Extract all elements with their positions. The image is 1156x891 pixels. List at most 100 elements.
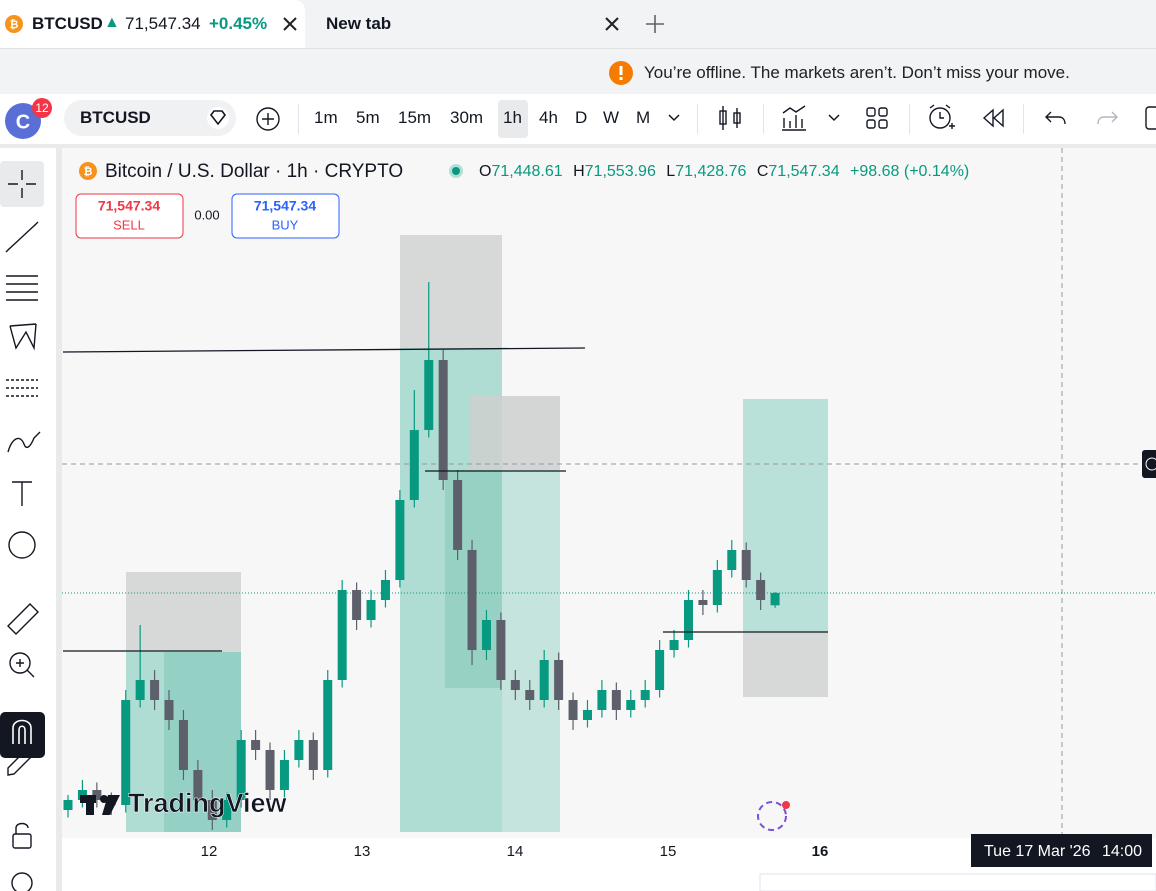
interval-dropdown[interactable]	[667, 112, 681, 124]
candle-body	[279, 760, 289, 790]
x-tick-label: 12	[201, 843, 218, 860]
interval[interactable]: D	[575, 108, 588, 127]
candle-body	[150, 680, 160, 700]
trend-tool[interactable]	[5, 221, 39, 253]
interval[interactable]: 1m	[314, 108, 338, 127]
new-tab[interactable]	[645, 14, 665, 34]
candle-body	[193, 770, 203, 800]
crosshair-time: 14:00	[1102, 843, 1142, 860]
avatar[interactable]: C 12	[2, 98, 58, 142]
layouts[interactable]	[864, 105, 890, 131]
top-toolbar: C 12 BTCUSD 1m 5m 15m 30m 1h 4h D W M	[0, 94, 1156, 148]
separator	[763, 104, 764, 134]
indicators-dropdown[interactable]	[827, 112, 841, 124]
candle-body	[380, 580, 390, 600]
candle-body	[597, 690, 607, 710]
price-scale-button[interactable]	[1142, 450, 1156, 478]
text-tool[interactable]	[12, 481, 32, 506]
diamond-icon[interactable]	[205, 106, 231, 130]
candle-body	[352, 590, 362, 620]
tab-title[interactable]: New tab	[326, 14, 392, 33]
more[interactable]	[1140, 106, 1156, 132]
stop-zone	[126, 572, 241, 652]
interval[interactable]: M	[636, 108, 651, 127]
tab[interactable]: ₿ BTCUSD ▲ 71,547.34 +0.45%	[0, 0, 305, 48]
assistant-icon[interactable]	[757, 801, 787, 831]
sell-button[interactable]	[75, 193, 184, 239]
crosshair-time-bg	[971, 834, 1152, 867]
candle-body	[308, 740, 318, 770]
fib-tool[interactable]	[6, 275, 38, 301]
candle-body	[251, 740, 261, 750]
coin-glyph: ₿	[84, 166, 93, 178]
warning-icon	[609, 61, 633, 85]
tab-close[interactable]	[603, 15, 621, 33]
interval[interactable]: 1h	[503, 108, 522, 127]
chart-type[interactable]	[716, 103, 744, 133]
undo[interactable]	[1043, 106, 1069, 130]
symbol-title: Bitcoin / U.S. Dollar · 1h · CRYPTO	[105, 161, 403, 182]
ohlc-key: L	[666, 163, 675, 180]
buy-button[interactable]	[231, 193, 340, 239]
redo[interactable]	[1094, 106, 1120, 130]
replay[interactable]	[980, 106, 1006, 130]
zoom-tool[interactable]	[9, 652, 31, 674]
candle-body	[424, 360, 434, 430]
lock-tool[interactable]	[12, 833, 32, 849]
tool-active-bg	[0, 161, 44, 207]
assistant-dot	[782, 801, 790, 809]
candle-body	[510, 680, 520, 690]
interval[interactable]: 30m	[450, 108, 484, 127]
magnet-active[interactable]	[0, 712, 45, 758]
visibility-tool[interactable]	[11, 872, 33, 891]
stop-zone	[400, 235, 502, 348]
candle-body	[323, 680, 333, 770]
alert[interactable]	[925, 102, 957, 134]
interval[interactable]: W	[603, 108, 620, 127]
candle-body	[770, 592, 780, 606]
cursor-tool[interactable]	[8, 170, 36, 198]
candle-body	[164, 700, 174, 720]
coin-icon	[79, 162, 97, 180]
candle-body	[409, 430, 419, 500]
x-tick-label: 15	[660, 843, 677, 860]
candle-body	[481, 620, 491, 650]
indicators[interactable]	[779, 103, 809, 133]
tab-close[interactable]	[281, 15, 299, 33]
candle-body	[178, 720, 188, 770]
price-scale-icon	[1145, 457, 1156, 471]
candle-body	[135, 680, 145, 700]
candle-body	[640, 690, 650, 700]
candle-body	[121, 700, 131, 805]
separator	[298, 104, 299, 134]
offline-banner: You’re offline. The markets aren’t. Don’…	[0, 48, 1156, 95]
interval[interactable]: 4h	[539, 108, 558, 127]
separator	[909, 104, 910, 134]
tab-price: 71,547.34	[125, 14, 201, 33]
brush-tool[interactable]	[7, 431, 41, 453]
compare-button[interactable]	[254, 105, 282, 133]
crosshair-date: Tue 17 Mar '26	[984, 843, 1091, 860]
stop-zone	[743, 632, 828, 697]
ohlc-key: H	[573, 163, 585, 180]
trend-lines	[62, 347, 828, 652]
x-tick-label: 16	[812, 843, 829, 860]
emoji-tool[interactable]	[8, 531, 36, 559]
buy-price: 71,547.34	[254, 198, 316, 214]
ruler-tool[interactable]	[7, 603, 39, 635]
symbol: BTCUSD	[80, 108, 151, 127]
candle-body	[727, 550, 737, 570]
candle-body	[438, 360, 448, 480]
pattern-tool[interactable]	[9, 323, 37, 351]
tab-change: +0.45%	[209, 14, 268, 33]
interval[interactable]: 15m	[398, 108, 432, 127]
candle-body	[222, 800, 232, 820]
interval[interactable]: 5m	[356, 108, 380, 127]
ohlc-value: 71,428.76	[675, 163, 746, 180]
sell-label: SELL	[113, 217, 145, 232]
ohlc-change: +98.68 (+0.14%)	[850, 163, 969, 180]
candle-body	[568, 700, 578, 720]
candle-body	[756, 580, 766, 600]
prediction-tool[interactable]	[6, 379, 38, 397]
